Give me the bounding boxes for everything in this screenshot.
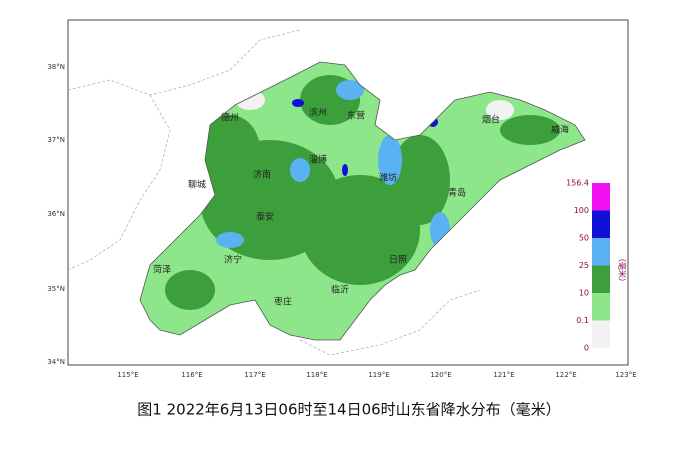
- legend-label: 0: [584, 344, 589, 353]
- lat-label: 34°N: [47, 358, 65, 366]
- caption: 图1 2022年6月13日06时至14日06时山东省降水分布（毫米）: [137, 401, 560, 419]
- legend-swatch: [592, 183, 610, 211]
- city-label: 威海: [551, 124, 569, 136]
- city-label: 日照: [389, 255, 407, 266]
- city-label: 济南: [253, 169, 271, 181]
- lon-label: 119°E: [368, 371, 389, 379]
- legend-swatch: [592, 265, 610, 293]
- city-label: 青岛: [448, 187, 466, 199]
- city-label: 枣庄: [274, 296, 292, 308]
- lat-label: 35°N: [47, 285, 65, 293]
- legend-label: 25: [579, 261, 589, 270]
- city-label: 济宁: [224, 254, 242, 266]
- lon-label: 117°E: [244, 371, 265, 379]
- city-label: 泰安: [256, 211, 274, 223]
- city-label: 东营: [347, 110, 365, 122]
- city-label: 滨州: [309, 107, 327, 119]
- legend-label: 100: [574, 206, 589, 215]
- legend-label: 156.4: [566, 179, 589, 188]
- lon-label: 121°E: [493, 371, 514, 379]
- legend-label: 10: [579, 289, 589, 298]
- lon-label: 118°E: [306, 371, 327, 379]
- province-border: [139, 61, 586, 341]
- city-label: 菏泽: [153, 265, 171, 276]
- legend-swatch: [592, 320, 610, 348]
- city-label: 德州: [221, 112, 239, 124]
- lat-label: 38°N: [47, 63, 65, 71]
- legend-label: 0.1: [576, 316, 589, 325]
- lat-label: 36°N: [47, 210, 65, 218]
- city-label: 烟台: [482, 114, 500, 126]
- lon-label: 122°E: [555, 371, 576, 379]
- legend-swatch: [592, 293, 610, 321]
- city-label: 潍坊: [379, 172, 397, 184]
- legend-unit: （毫米）: [618, 254, 628, 286]
- lon-label: 115°E: [117, 371, 138, 379]
- legend-label: 50: [579, 234, 589, 243]
- legend-swatch: [592, 210, 610, 238]
- city-label: 聊城: [188, 179, 206, 191]
- lon-label: 116°E: [181, 371, 202, 379]
- lat-label: 37°N: [47, 136, 65, 144]
- city-label: 淄博: [309, 154, 327, 166]
- lon-label: 123°E: [615, 371, 636, 379]
- lon-label: 120°E: [430, 371, 451, 379]
- city-label: 临沂: [331, 284, 349, 296]
- legend-swatch: [592, 238, 610, 266]
